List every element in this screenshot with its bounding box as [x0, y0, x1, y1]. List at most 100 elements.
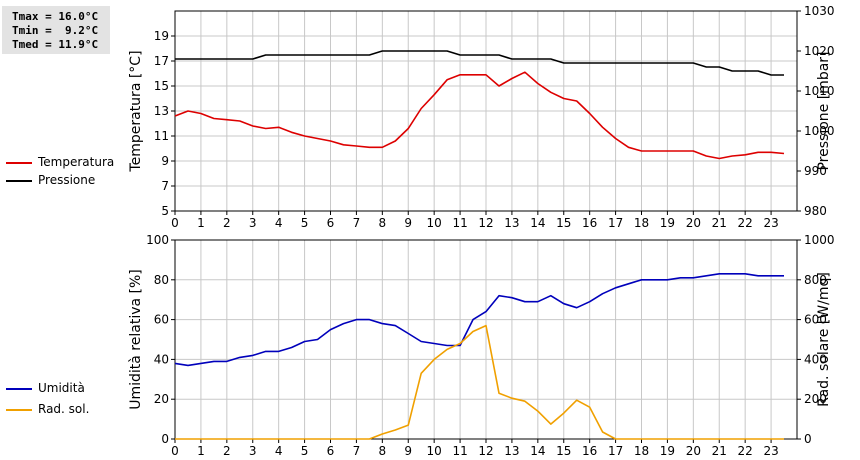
y-tick-label-right: 600 — [804, 313, 827, 327]
y-tick-label-right: 800 — [804, 273, 827, 287]
x-tick-label: 17 — [608, 444, 623, 458]
y-tick-label-left: 5 — [161, 204, 169, 218]
x-tick-label: 12 — [478, 216, 493, 230]
x-tick-label: 19 — [660, 216, 675, 230]
x-tick-label: 22 — [738, 216, 753, 230]
x-tick-label: 4 — [275, 216, 283, 230]
x-tick-label: 9 — [404, 216, 412, 230]
y-tick-label-left: 19 — [154, 29, 169, 43]
x-tick-label: 13 — [504, 216, 519, 230]
x-tick-label: 14 — [530, 444, 545, 458]
y-tick-label-left: 40 — [154, 352, 169, 366]
tmax-text: Tmax = 16.0°C — [12, 10, 99, 23]
plot-frame — [174, 239, 798, 440]
y-tick-label-right: 1010 — [804, 84, 835, 98]
y-tick-label-left: 80 — [154, 273, 169, 287]
series-line-rad-sol- — [175, 324, 784, 440]
legend-label-umidita: Umidità — [38, 381, 85, 395]
legend-label-temperatura: Temperatura — [38, 155, 115, 169]
x-tick-label: 4 — [275, 444, 283, 458]
y-tick-label-left: 11 — [154, 129, 169, 143]
x-tick-label: 7 — [353, 216, 361, 230]
tmed-text: Tmed = 11.9°C — [12, 38, 99, 51]
x-tick-label: 3 — [249, 444, 257, 458]
x-tick-label: 8 — [379, 444, 387, 458]
y-tick-label-left: 60 — [154, 313, 169, 327]
legend-swatch-umidita — [6, 387, 32, 390]
x-tick-label: 7 — [353, 444, 361, 458]
legend-pressione: Pressione — [6, 173, 95, 187]
x-tick-label: 21 — [712, 216, 727, 230]
y-tick-label-right: 990 — [804, 164, 827, 178]
y-tick-label-right: 200 — [804, 392, 827, 406]
x-tick-label: 10 — [427, 444, 442, 458]
x-tick-label: 11 — [452, 216, 467, 230]
y-tick-label-right: 400 — [804, 352, 827, 366]
x-tick-label: 15 — [556, 216, 571, 230]
y-axis-label-right: Pressione [mbar] — [816, 51, 832, 170]
x-tick-label: 1 — [197, 444, 205, 458]
y-tick-label-left: 7 — [161, 179, 169, 193]
x-tick-label: 23 — [763, 216, 778, 230]
x-tick-label: 11 — [452, 444, 467, 458]
x-tick-label: 3 — [249, 216, 257, 230]
stats-box: Tmax = 16.0°C Tmin = 9.2°C Tmed = 11.9°C — [2, 6, 110, 54]
y-tick-label-right: 1000 — [804, 233, 835, 247]
x-tick-label: 15 — [556, 444, 571, 458]
y-tick-label-right: 980 — [804, 204, 827, 218]
x-tick-label: 10 — [427, 216, 442, 230]
x-tick-label: 0 — [171, 444, 179, 458]
y-tick-label-right: 0 — [804, 432, 812, 446]
legend-swatch-rad-sol — [6, 408, 32, 411]
y-axis-label-right: Rad. solare [W/mq] — [816, 272, 832, 407]
x-tick-label: 18 — [634, 444, 649, 458]
x-tick-label: 21 — [712, 444, 727, 458]
y-tick-label-left: 17 — [154, 54, 169, 68]
y-axis-label-left: Temperatura [°C] — [128, 50, 144, 172]
x-tick-label: 13 — [504, 444, 519, 458]
x-tick-label: 19 — [660, 444, 675, 458]
x-tick-label: 22 — [738, 444, 753, 458]
y-tick-label-left: 15 — [154, 79, 169, 93]
x-tick-label: 5 — [301, 216, 309, 230]
tmin-text: Tmin = 9.2°C — [12, 24, 99, 37]
x-tick-label: 18 — [634, 216, 649, 230]
x-tick-label: 1 — [197, 216, 205, 230]
x-tick-label: 20 — [686, 444, 701, 458]
x-tick-label: 8 — [379, 216, 387, 230]
x-tick-label: 6 — [327, 444, 335, 458]
x-tick-label: 12 — [478, 444, 493, 458]
legend-umidita: Umidità — [6, 381, 85, 395]
legend-swatch-temperatura — [6, 161, 32, 164]
x-tick-label: 0 — [171, 216, 179, 230]
legend-label-rad-sol: Rad. sol. — [38, 402, 90, 416]
y-tick-label-left: 20 — [154, 392, 169, 406]
legend-rad-sol: Rad. sol. — [6, 402, 89, 416]
x-tick-label: 5 — [301, 444, 309, 458]
x-tick-label: 6 — [327, 216, 335, 230]
y-tick-label-left: 100 — [146, 233, 169, 247]
series-line-temperatura — [174, 71, 785, 160]
y-axis-label-left: Umidità relativa [%] — [128, 269, 144, 410]
y-tick-label-right: 1000 — [804, 124, 835, 138]
plot-frame — [174, 10, 798, 212]
y-tick-label-left: 9 — [161, 154, 169, 168]
legend-temperatura: Temperatura — [6, 155, 114, 169]
x-tick-label: 16 — [582, 444, 597, 458]
series-line-pressione — [175, 50, 784, 76]
y-tick-label-right: 1030 — [804, 4, 835, 18]
x-tick-label: 23 — [763, 444, 778, 458]
x-tick-label: 2 — [223, 216, 231, 230]
x-tick-label: 16 — [582, 216, 597, 230]
y-tick-label-left: 0 — [161, 432, 169, 446]
y-tick-label-left: 13 — [154, 104, 169, 118]
legend-swatch-pressione — [6, 179, 32, 182]
x-tick-label: 20 — [686, 216, 701, 230]
y-tick-label-right: 1020 — [804, 44, 835, 58]
x-tick-label: 17 — [608, 216, 623, 230]
series-line-umidit- — [174, 272, 784, 367]
x-tick-label: 9 — [404, 444, 412, 458]
